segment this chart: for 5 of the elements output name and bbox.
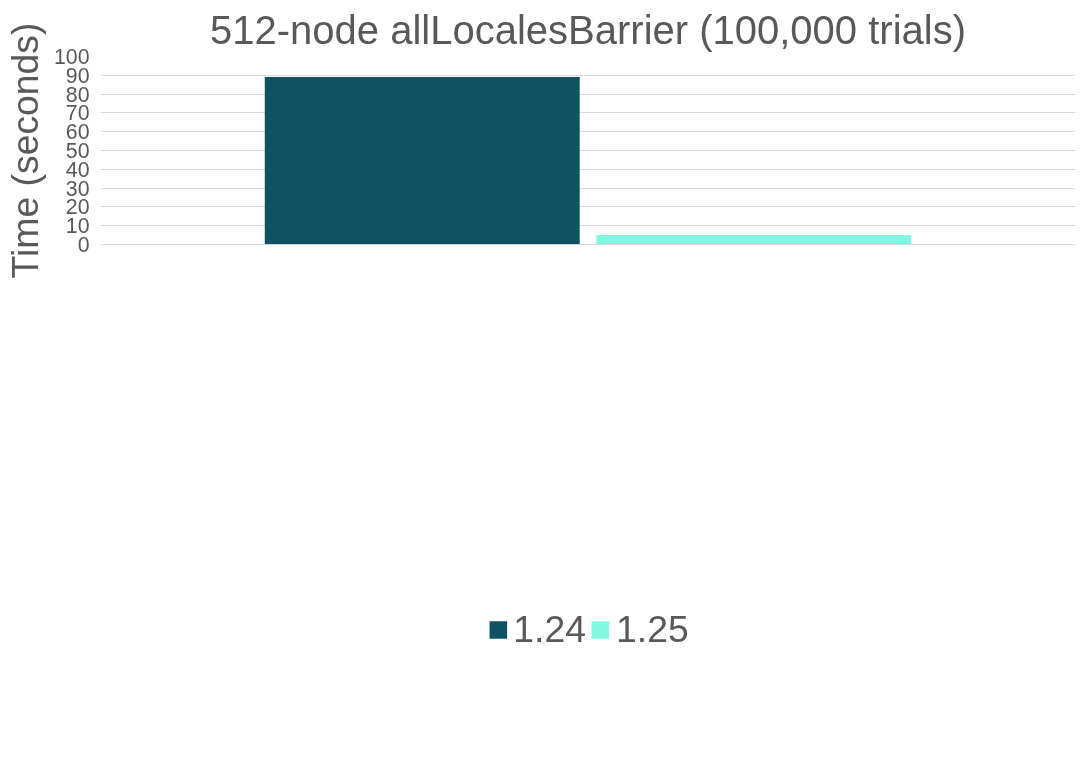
y-axis-title: Time (seconds) bbox=[3, 22, 46, 279]
legend-label: 1.24 bbox=[513, 607, 586, 651]
chart-title: 512-node allLocalesBarrier (100,000 trials) bbox=[210, 7, 966, 52]
y-tick-label: 0 bbox=[77, 233, 90, 257]
legend-label: 1.25 bbox=[616, 607, 689, 651]
